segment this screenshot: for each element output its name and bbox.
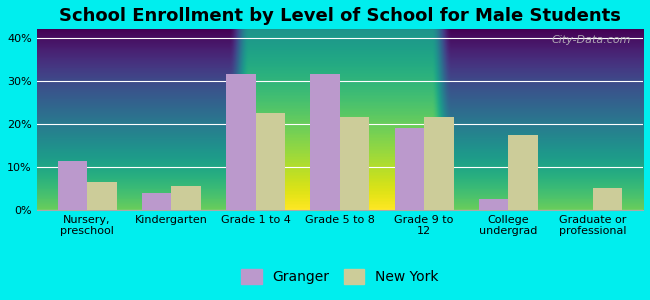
Bar bbox=[424, 118, 454, 210]
Bar bbox=[142, 193, 172, 210]
Bar bbox=[593, 188, 622, 210]
Bar bbox=[340, 118, 369, 210]
Bar bbox=[508, 135, 538, 210]
Bar bbox=[226, 74, 255, 210]
Bar bbox=[310, 74, 340, 210]
Title: School Enrollment by Level of School for Male Students: School Enrollment by Level of School for… bbox=[59, 7, 621, 25]
Legend: Granger, New York: Granger, New York bbox=[235, 264, 445, 290]
Bar bbox=[255, 113, 285, 210]
Bar bbox=[395, 128, 424, 210]
Bar bbox=[87, 182, 116, 210]
Bar bbox=[58, 160, 87, 210]
Bar bbox=[479, 199, 508, 210]
Text: City-Data.com: City-Data.com bbox=[551, 35, 631, 45]
Bar bbox=[172, 186, 201, 210]
